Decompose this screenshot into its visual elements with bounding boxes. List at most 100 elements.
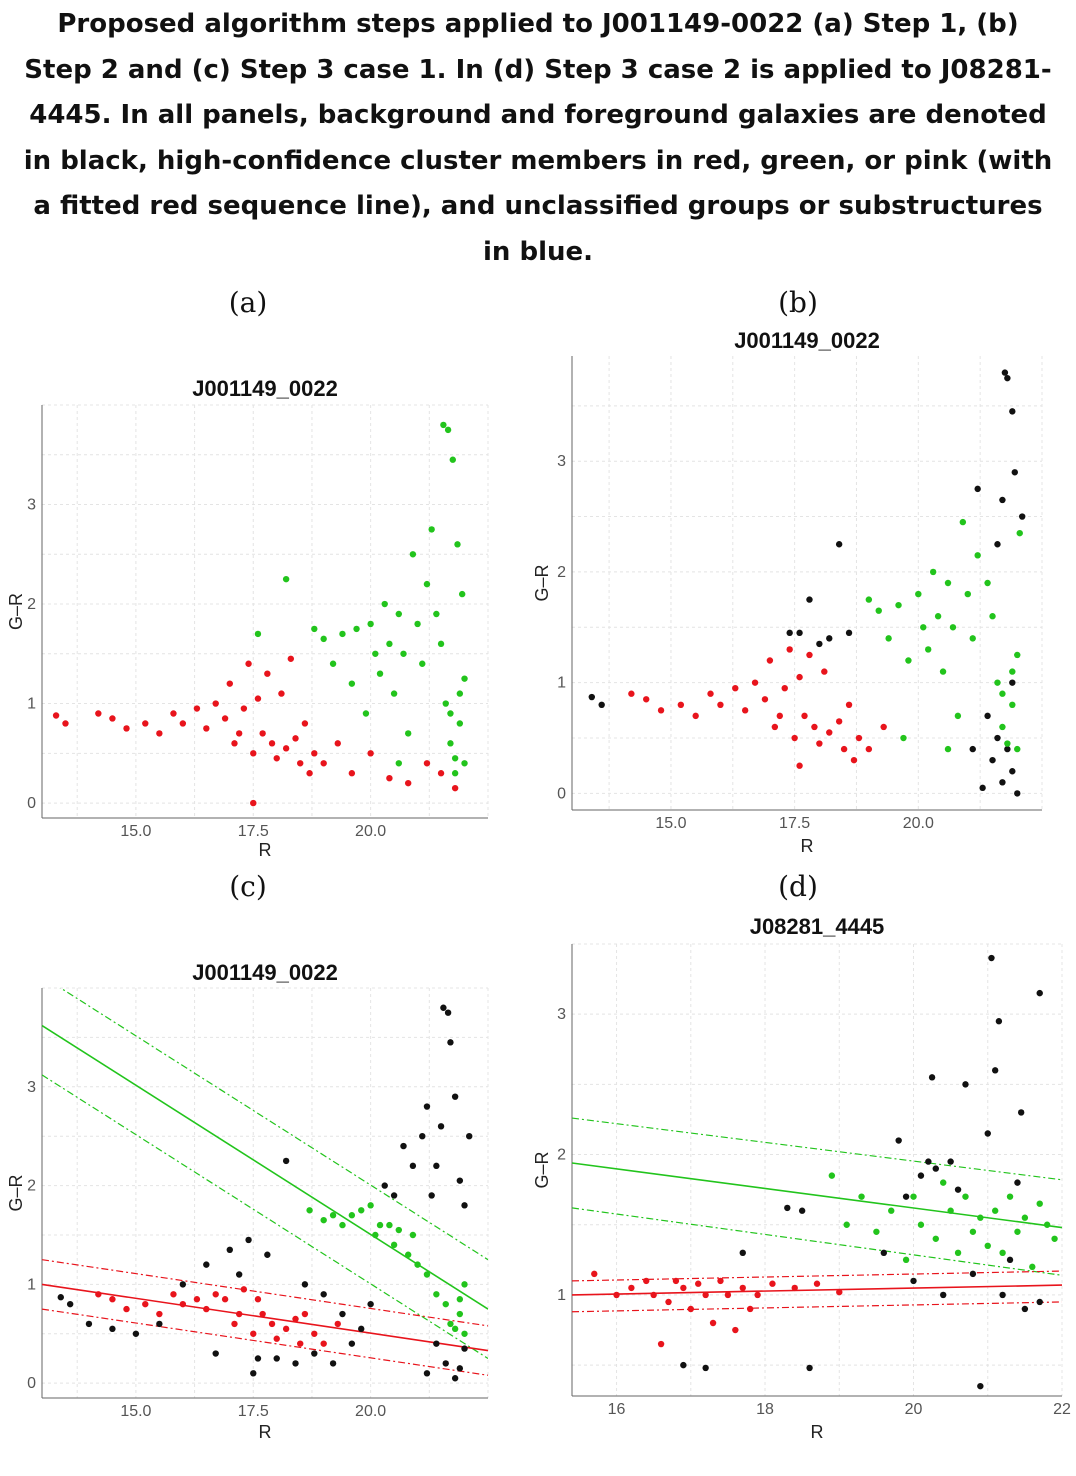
- red-point: [811, 723, 818, 731]
- red-solid-fit-line: [42, 1283, 488, 1352]
- red-point: [193, 1296, 201, 1303]
- red-point: [109, 715, 116, 722]
- black-point: [954, 1186, 962, 1193]
- red-point: [707, 690, 714, 697]
- black-point: [984, 712, 991, 720]
- green-point: [451, 770, 459, 777]
- red-point: [677, 701, 685, 709]
- green-point: [1004, 740, 1011, 747]
- green-point: [254, 630, 262, 638]
- green-point: [984, 579, 991, 587]
- red-point: [320, 760, 327, 767]
- x-tick-label: 20.0: [903, 815, 934, 832]
- red-point: [212, 700, 219, 707]
- red-point: [695, 1280, 702, 1287]
- green-point: [440, 421, 447, 429]
- red-point: [297, 1340, 304, 1347]
- green-point: [962, 1193, 969, 1200]
- caption-line: in blue.: [482, 236, 594, 267]
- panel-label-a: (a): [228, 286, 268, 319]
- y-tick-label: 2: [27, 596, 36, 613]
- x-tick-label: 18: [756, 1401, 774, 1418]
- red-point: [221, 715, 229, 722]
- red-point: [367, 750, 374, 757]
- red-points: [52, 655, 459, 807]
- red-point: [268, 1320, 276, 1328]
- red-point: [235, 730, 243, 737]
- green-point: [437, 640, 445, 648]
- black-point: [348, 1340, 356, 1347]
- y-axis-label: G–R: [532, 1151, 552, 1188]
- x-axis-label: R: [811, 1422, 824, 1442]
- red-point: [250, 750, 257, 757]
- red-point: [52, 712, 60, 719]
- black-point: [680, 1361, 687, 1369]
- red-point: [628, 1284, 635, 1292]
- green-point: [348, 680, 356, 687]
- red-point: [231, 740, 238, 747]
- black-point: [1009, 768, 1016, 775]
- black-point: [245, 1236, 252, 1244]
- green-point: [969, 1228, 977, 1235]
- green-point: [372, 650, 379, 657]
- red-point: [657, 1340, 665, 1348]
- red-point: [672, 1277, 680, 1285]
- red-point: [732, 684, 739, 692]
- red-point: [643, 1277, 650, 1285]
- green-point: [843, 1221, 850, 1228]
- red-point: [170, 710, 177, 717]
- panel-label-d: (d): [778, 870, 818, 903]
- black-point: [254, 1355, 262, 1362]
- black-point: [409, 1162, 417, 1170]
- y-tick-label: 1: [27, 1276, 36, 1293]
- green-point: [949, 624, 957, 631]
- red-points: [95, 1286, 341, 1347]
- red-point: [591, 1270, 598, 1278]
- green-point: [900, 734, 907, 742]
- chart-c: 15.0 17.5 20.0 0 1 2 3 J001149_0022 R G–R: [6, 960, 489, 1442]
- red-points: [628, 646, 887, 769]
- caption-line: Proposed algorithm steps applied to J001…: [57, 9, 1019, 39]
- red-point: [769, 1280, 776, 1287]
- red-point: [709, 1319, 717, 1327]
- y-tick-label: 1: [27, 696, 36, 713]
- green-point: [282, 575, 290, 583]
- black-point: [1036, 989, 1043, 997]
- red-point: [643, 696, 650, 703]
- red-point: [179, 1300, 187, 1308]
- green-point: [395, 760, 402, 767]
- green-point: [442, 700, 449, 707]
- green-point: [1016, 529, 1023, 537]
- black-point: [988, 954, 995, 962]
- black-point: [466, 1132, 473, 1140]
- black-point: [57, 1294, 64, 1301]
- red-point: [334, 1320, 341, 1328]
- green-point: [1051, 1235, 1058, 1242]
- green-point: [917, 1221, 925, 1228]
- green-points: [828, 1172, 1058, 1271]
- red-point: [273, 755, 280, 762]
- x-tick-label: 20.0: [355, 823, 386, 840]
- green-point: [311, 625, 318, 633]
- red-point: [320, 1340, 327, 1347]
- red-point: [796, 673, 803, 681]
- red-point: [702, 1291, 709, 1299]
- red-point: [816, 740, 823, 747]
- red-point: [680, 1284, 687, 1292]
- black-point: [1036, 1298, 1043, 1306]
- green-point: [954, 1249, 962, 1257]
- black-point: [739, 1249, 746, 1257]
- black-point: [400, 1142, 407, 1150]
- red-point: [109, 1296, 116, 1303]
- black-point: [910, 1277, 917, 1285]
- y-tick-label: 2: [27, 1178, 36, 1195]
- red-point: [761, 696, 769, 703]
- green-point: [362, 710, 370, 717]
- green-point: [414, 620, 421, 628]
- x-tick-label: 17.5: [779, 815, 810, 832]
- red-point: [741, 707, 749, 714]
- red-point: [254, 695, 262, 702]
- black-point: [806, 596, 813, 603]
- red-point: [297, 760, 304, 767]
- black-point: [444, 1009, 452, 1016]
